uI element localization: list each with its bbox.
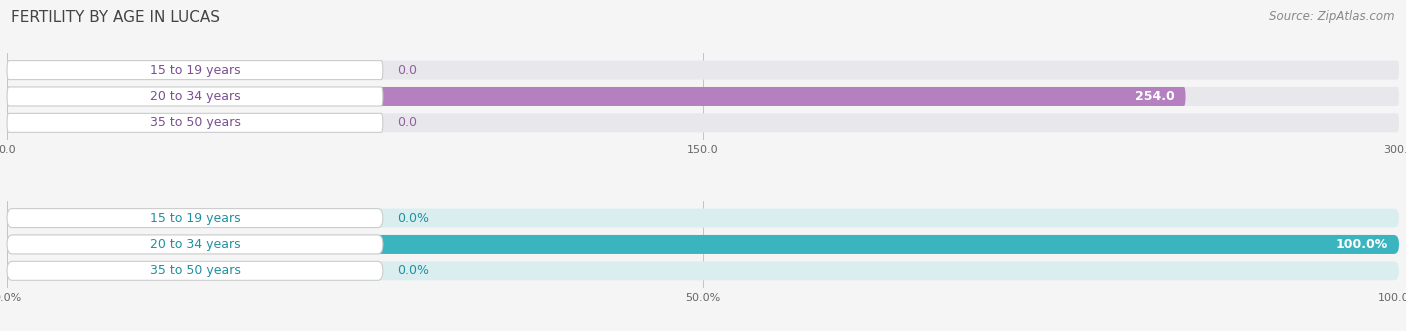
Text: 100.0%: 100.0%	[1336, 238, 1388, 251]
FancyBboxPatch shape	[7, 87, 1399, 106]
Text: 0.0: 0.0	[396, 117, 416, 129]
Text: Source: ZipAtlas.com: Source: ZipAtlas.com	[1270, 10, 1395, 23]
Text: 35 to 50 years: 35 to 50 years	[149, 117, 240, 129]
Text: 35 to 50 years: 35 to 50 years	[149, 264, 240, 277]
FancyBboxPatch shape	[7, 87, 382, 106]
FancyBboxPatch shape	[7, 235, 382, 254]
Text: 0.0: 0.0	[396, 64, 416, 76]
Text: 0.0%: 0.0%	[396, 264, 429, 277]
FancyBboxPatch shape	[7, 261, 382, 280]
FancyBboxPatch shape	[7, 61, 1399, 79]
FancyBboxPatch shape	[7, 235, 1399, 254]
Text: 15 to 19 years: 15 to 19 years	[149, 64, 240, 76]
FancyBboxPatch shape	[7, 209, 382, 228]
Text: FERTILITY BY AGE IN LUCAS: FERTILITY BY AGE IN LUCAS	[11, 10, 221, 25]
Text: 20 to 34 years: 20 to 34 years	[149, 238, 240, 251]
FancyBboxPatch shape	[7, 261, 1399, 280]
FancyBboxPatch shape	[7, 209, 1399, 228]
Text: 254.0: 254.0	[1135, 90, 1174, 103]
FancyBboxPatch shape	[7, 87, 1185, 106]
Text: 0.0%: 0.0%	[396, 212, 429, 224]
FancyBboxPatch shape	[7, 113, 382, 132]
FancyBboxPatch shape	[7, 113, 1399, 132]
FancyBboxPatch shape	[7, 235, 1399, 254]
FancyBboxPatch shape	[7, 61, 382, 79]
Text: 20 to 34 years: 20 to 34 years	[149, 90, 240, 103]
Text: 15 to 19 years: 15 to 19 years	[149, 212, 240, 224]
